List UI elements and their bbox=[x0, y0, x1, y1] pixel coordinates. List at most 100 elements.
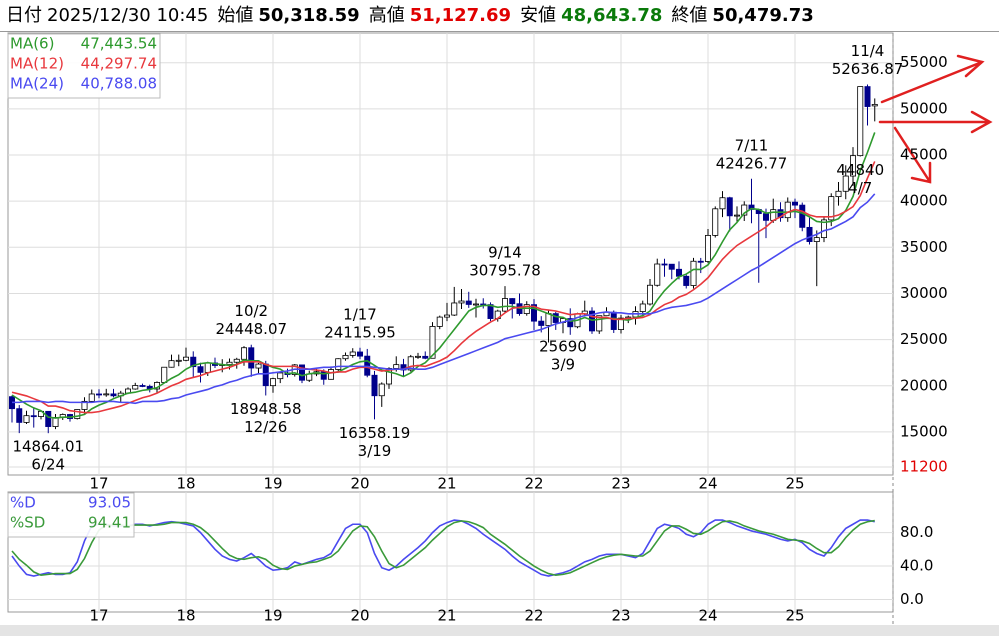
candle-body bbox=[327, 369, 334, 380]
candle-body bbox=[233, 358, 240, 363]
candle-body bbox=[197, 366, 204, 373]
candle-body bbox=[139, 385, 146, 387]
high-value: 51,127.69 bbox=[409, 5, 512, 26]
candle-body bbox=[726, 197, 733, 217]
candle-body bbox=[501, 298, 508, 312]
candle-body bbox=[81, 400, 88, 410]
arrows bbox=[878, 54, 993, 184]
candle-body bbox=[393, 364, 400, 369]
high-value: 42426.77 bbox=[716, 154, 788, 172]
main-frame bbox=[7, 32, 894, 476]
candle-body bbox=[248, 347, 255, 369]
candle-body bbox=[30, 415, 37, 418]
candle-body bbox=[705, 234, 712, 262]
low-date: 3/9 bbox=[551, 356, 575, 374]
candle-body bbox=[132, 385, 139, 390]
candle-body bbox=[190, 356, 197, 368]
x-tick-label: 25 bbox=[785, 607, 804, 625]
candle-body bbox=[103, 393, 110, 396]
header-bar: 日付 2025/12/30 10:45 始値 50,318.59 高値 51,127.69… bbox=[0, 0, 999, 32]
legend-value: 47,443.54 bbox=[81, 35, 157, 53]
candle-body bbox=[277, 372, 284, 380]
candle-body bbox=[436, 316, 443, 327]
candle-body bbox=[335, 358, 342, 370]
candle-body bbox=[88, 393, 95, 402]
high-value: 24115.95 bbox=[324, 323, 396, 341]
low-date: 12/26 bbox=[244, 418, 287, 436]
low-value: 14864.01 bbox=[12, 438, 84, 456]
low-date: 4/7 bbox=[848, 179, 872, 197]
candle-body bbox=[661, 263, 668, 266]
x-tick-label: 23 bbox=[611, 607, 630, 625]
high-value: 52636.87 bbox=[832, 60, 904, 78]
candle-body bbox=[443, 314, 450, 318]
candle-body bbox=[458, 300, 465, 304]
candle-body bbox=[371, 374, 378, 397]
candle-body bbox=[531, 304, 538, 322]
open-label: 始値 bbox=[217, 5, 254, 26]
candle-body bbox=[806, 226, 813, 242]
open-value: 50,318.59 bbox=[258, 5, 360, 26]
candle-body bbox=[719, 197, 726, 210]
arrow bbox=[893, 126, 932, 184]
candle-body bbox=[618, 317, 625, 330]
candle-body bbox=[610, 311, 617, 330]
line-series bbox=[11, 519, 875, 577]
candle-body bbox=[697, 260, 704, 263]
candle-body bbox=[45, 410, 52, 427]
line-series bbox=[12, 193, 876, 405]
candle-body bbox=[226, 361, 233, 365]
legend-name: MA(6) bbox=[10, 35, 54, 53]
legend-value: 93.05 bbox=[88, 494, 131, 512]
y-tick-label: 35000 bbox=[900, 238, 948, 256]
candle-body bbox=[784, 201, 791, 219]
candle-body bbox=[204, 362, 211, 373]
candle-body bbox=[378, 383, 385, 397]
candle-body bbox=[487, 304, 494, 319]
candle-body bbox=[168, 360, 175, 368]
candle-body bbox=[110, 393, 117, 397]
y-tick-label: 0.0 bbox=[900, 590, 924, 608]
y-tick-label: 11200 bbox=[900, 458, 948, 476]
candle-body bbox=[262, 363, 269, 387]
x-tick-label: 20 bbox=[350, 607, 369, 625]
candle-body bbox=[240, 347, 247, 360]
bottom-bar bbox=[0, 625, 999, 636]
legend-name: %SD bbox=[10, 514, 45, 532]
candle-body bbox=[864, 86, 871, 107]
candle-body bbox=[552, 313, 559, 323]
y-tick-label: 55000 bbox=[900, 53, 948, 71]
candle-body bbox=[161, 366, 168, 383]
legend-value: 94.41 bbox=[88, 514, 131, 532]
y-tick-label: 80.0 bbox=[900, 523, 933, 541]
y-tick-label: 15000 bbox=[900, 422, 948, 440]
high-date: 1/17 bbox=[343, 305, 377, 323]
candle-body bbox=[509, 298, 516, 305]
legend-name: MA(12) bbox=[10, 55, 64, 73]
legend-name: %D bbox=[10, 494, 36, 512]
y-tick-label: 50000 bbox=[900, 99, 948, 117]
candle-body bbox=[422, 355, 429, 359]
candle-body bbox=[255, 363, 262, 369]
candle-body bbox=[828, 196, 835, 221]
candle-body bbox=[472, 303, 479, 306]
low-date: 3/19 bbox=[358, 442, 392, 460]
candle-body bbox=[821, 219, 828, 239]
candle-body bbox=[668, 263, 675, 270]
candle-body bbox=[741, 204, 748, 216]
high-date: 11/4 bbox=[851, 42, 885, 60]
candle-body bbox=[763, 213, 770, 221]
candle-body bbox=[545, 313, 552, 326]
close-value: 50,479.73 bbox=[712, 5, 814, 26]
y-tick-label: 25000 bbox=[900, 330, 948, 348]
candle-body bbox=[639, 303, 646, 312]
legend-name: MA(24) bbox=[10, 75, 64, 93]
arrow bbox=[880, 54, 985, 104]
line-series bbox=[11, 161, 876, 414]
y-tick-label: 45000 bbox=[900, 146, 948, 164]
x-tick-label: 24 bbox=[698, 607, 717, 625]
x-tick-label: 21 bbox=[437, 475, 456, 493]
candle-body bbox=[269, 378, 276, 387]
